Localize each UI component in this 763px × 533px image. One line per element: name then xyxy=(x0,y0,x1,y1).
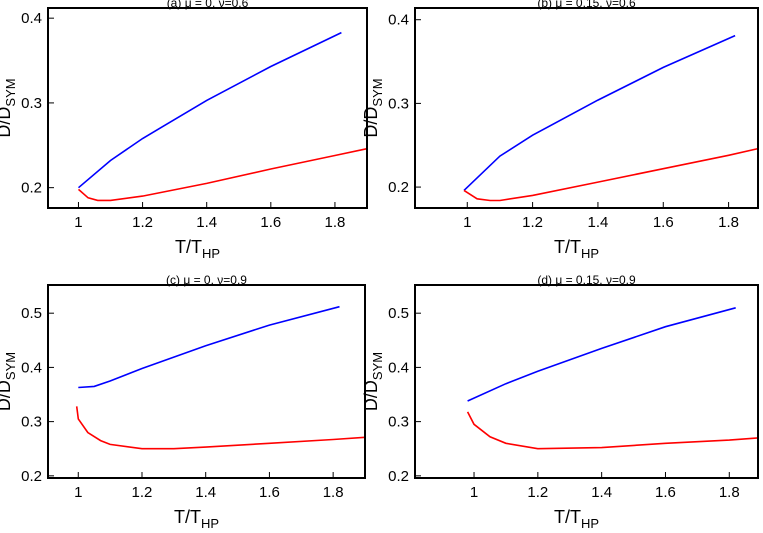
data-line xyxy=(463,34,736,191)
x-tick-label: 1 xyxy=(74,214,82,231)
data-line xyxy=(466,411,759,450)
y-axis-label-main: D/D xyxy=(0,380,14,411)
panel-title: (b) μ = 0.15, ν=0.6 xyxy=(537,0,636,10)
y-axis-label-sub: SYM xyxy=(370,78,385,106)
y-tick-label: 0.2 xyxy=(21,468,42,485)
x-axis-label: T/THP xyxy=(174,507,219,531)
x-axis-label: T/THP xyxy=(554,237,599,261)
x-tick-label: 1.8 xyxy=(325,214,346,231)
x-tick-label: 1.8 xyxy=(718,214,739,231)
x-axis-label-main: T/T xyxy=(554,507,581,527)
panel-title: (a) μ = 0, ν=0.6 xyxy=(167,0,249,10)
panel-title: (c) μ = 0, ν=0.9 xyxy=(166,273,247,287)
x-axis-label: T/THP xyxy=(554,507,599,531)
x-tick-label: 1.4 xyxy=(195,484,216,501)
y-tick-label: 0.5 xyxy=(21,305,42,322)
x-axis-label-sub: HP xyxy=(581,516,599,531)
x-tick-label: 1.2 xyxy=(527,484,548,501)
y-tick-label: 0.4 xyxy=(388,359,409,376)
x-tick-label: 1.4 xyxy=(591,484,612,501)
x-tick-label: 1.4 xyxy=(588,214,609,231)
y-axis-label-sub: SYM xyxy=(3,352,18,380)
data-line xyxy=(467,307,736,402)
y-tick-label: 0.4 xyxy=(21,359,42,376)
data-line xyxy=(463,147,759,202)
x-tick-label: 1.6 xyxy=(260,214,281,231)
y-axis-label-main: D/D xyxy=(0,107,14,138)
y-tick-label: 0.3 xyxy=(21,414,42,431)
y-axis-label-main: D/D xyxy=(361,380,381,411)
y-tick-label: 0.3 xyxy=(21,95,42,112)
data-line xyxy=(77,31,342,189)
x-tick-label: 1.6 xyxy=(653,214,674,231)
plot-frame xyxy=(47,284,366,479)
x-axis-label-sub: HP xyxy=(201,516,219,531)
x-axis-label-sub: HP xyxy=(581,246,599,261)
x-tick-label: 1.2 xyxy=(522,214,543,231)
y-tick-label: 0.5 xyxy=(388,305,409,322)
x-tick-label: 1.6 xyxy=(655,484,676,501)
y-tick-label: 0.3 xyxy=(388,414,409,431)
x-tick-label: 1.8 xyxy=(719,484,740,501)
plot-frame xyxy=(414,284,759,479)
y-tick-label: 0.4 xyxy=(388,12,409,29)
x-tick-label: 1 xyxy=(463,214,471,231)
panel-title: (d) μ = 0.15, ν=0.9 xyxy=(537,273,636,287)
y-axis-label: D/DSYM xyxy=(361,78,385,137)
data-line xyxy=(77,147,368,202)
x-tick-label: 1.4 xyxy=(196,214,217,231)
x-tick-label: 1 xyxy=(74,484,82,501)
y-axis-label: D/DSYM xyxy=(361,352,385,411)
x-axis-label: T/THP xyxy=(175,237,220,261)
x-tick-label: 1.8 xyxy=(323,484,344,501)
y-axis-label: D/DSYM xyxy=(0,352,18,411)
x-tick-label: 1.2 xyxy=(132,214,153,231)
x-tick-label: 1.6 xyxy=(259,484,280,501)
data-line xyxy=(78,305,340,389)
x-axis-label-main: T/T xyxy=(554,237,581,257)
x-tick-label: 1.2 xyxy=(132,484,153,501)
y-tick-label: 0.4 xyxy=(21,10,42,27)
x-tick-label: 1 xyxy=(470,484,478,501)
y-axis-label-sub: SYM xyxy=(370,352,385,380)
y-axis-label: D/DSYM xyxy=(0,78,18,137)
y-tick-label: 0.3 xyxy=(388,95,409,112)
y-axis-label-sub: SYM xyxy=(3,78,18,106)
y-axis-label-main: D/D xyxy=(361,107,381,138)
y-tick-label: 0.2 xyxy=(388,468,409,485)
plot-frame xyxy=(47,7,368,209)
plot-frame xyxy=(414,7,759,209)
x-axis-label-sub: HP xyxy=(202,246,220,261)
x-axis-label-main: T/T xyxy=(175,237,202,257)
y-tick-label: 0.2 xyxy=(21,180,42,197)
y-tick-label: 0.2 xyxy=(388,179,409,196)
data-line xyxy=(75,406,366,450)
x-axis-label-main: T/T xyxy=(174,507,201,527)
